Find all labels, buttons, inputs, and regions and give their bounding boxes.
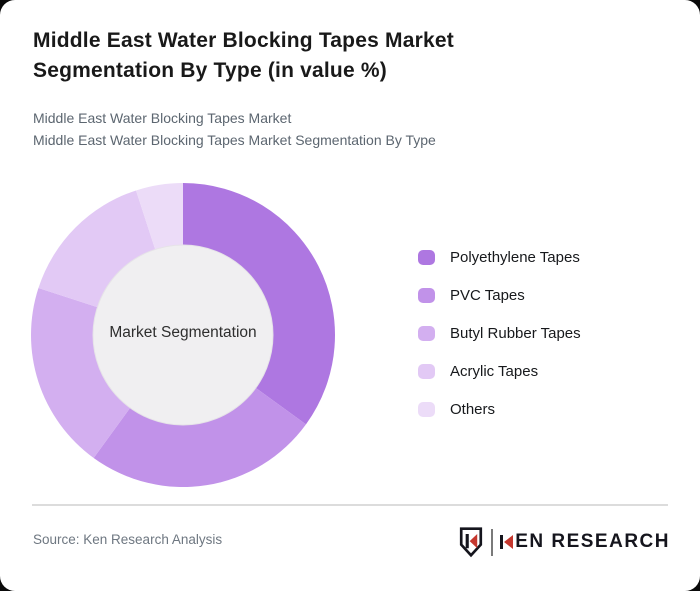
legend-item: Butyl Rubber Tapes: [418, 325, 581, 342]
subtitle-line-1: Middle East Water Blocking Tapes Market: [33, 110, 292, 126]
logo-separator: [490, 528, 493, 556]
footer-divider: [32, 504, 668, 506]
legend-item: Others: [418, 401, 581, 418]
legend-swatch: [418, 402, 435, 417]
source-text: Source: Ken Research Analysis: [33, 532, 223, 547]
legend-swatch: [418, 288, 435, 303]
legend-label: Acrylic Tapes: [450, 363, 539, 380]
chart-center-label: Market Segmentation: [109, 324, 257, 341]
legend-swatch: [418, 364, 435, 379]
subtitle-line-2: Middle East Water Blocking Tapes Market …: [33, 131, 436, 148]
legend-item: Polyethylene Tapes: [418, 249, 581, 266]
legend-swatch: [418, 326, 435, 341]
logo-text-rest: EN RESEARCH: [515, 531, 670, 552]
legend-label: Butyl Rubber Tapes: [450, 325, 581, 342]
legend-item: PVC Tapes: [418, 287, 581, 304]
logo-letter-k-icon: [499, 535, 514, 549]
chart-legend: Polyethylene Tapes PVC Tapes Butyl Rubbe…: [418, 249, 581, 440]
logo-text: EN RESEARCH: [499, 531, 670, 553]
legend-item: Acrylic Tapes: [418, 363, 581, 380]
subtitle-block: Middle East Water Blocking Tapes Market …: [33, 108, 436, 151]
legend-label: Others: [450, 401, 496, 418]
legend-swatch: [418, 250, 435, 265]
donut-chart: [31, 183, 335, 487]
legend-label: PVC Tapes: [450, 287, 525, 304]
ken-research-logo: EN RESEARCH: [457, 526, 670, 558]
legend-label: Polyethylene Tapes: [450, 249, 580, 266]
donut-hole: [92, 244, 274, 426]
page-title: Middle East Water Blocking Tapes Market …: [33, 29, 454, 82]
ken-research-shield-icon: [459, 527, 482, 558]
